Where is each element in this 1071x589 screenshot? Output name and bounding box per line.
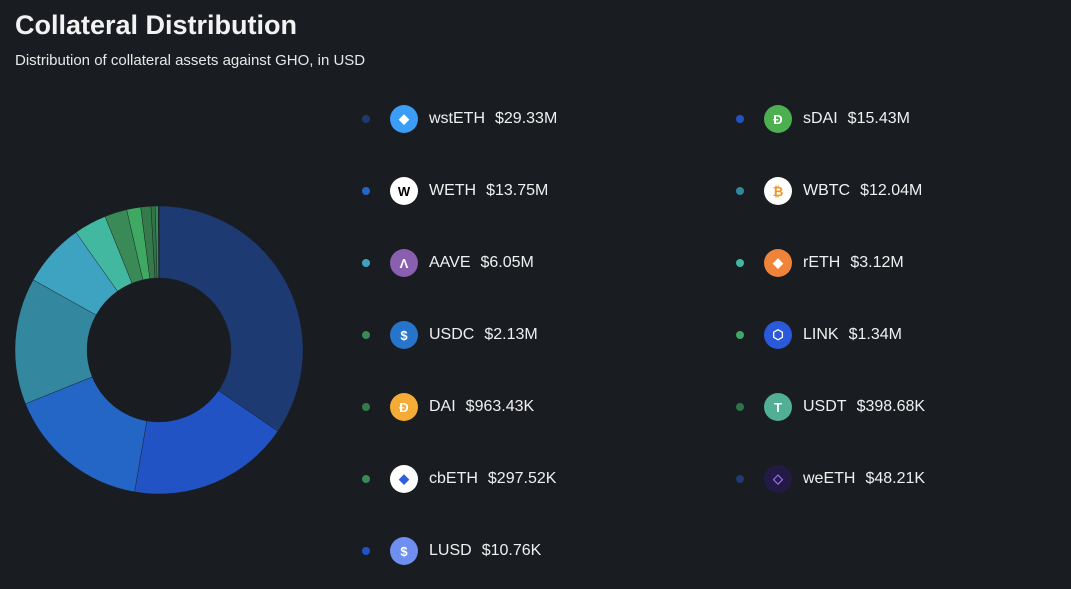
cbeth-icon: ◆ [390,465,418,493]
donut-chart [14,205,304,495]
legend-dot [736,259,744,267]
legend-item-aave[interactable]: Λ AAVE $6.05M [362,247,534,279]
reth-icon: ◆ [764,249,792,277]
legend-dot [362,115,370,123]
slice-sdai[interactable] [134,390,279,495]
lusd-icon: $ [390,537,418,565]
legend-value: $12.04M [860,182,923,199]
legend-dot [736,115,744,123]
legend-value: $3.12M [850,254,904,271]
weth-icon: W [390,177,418,205]
legend-dot [736,475,744,483]
legend-item-wbtc[interactable]: ₿ WBTC $12.04M [736,175,922,207]
legend-dot [362,475,370,483]
legend-item-usdt[interactable]: T USDT $398.68K [736,391,925,423]
legend-label: AAVE [429,254,471,271]
legend-value: $15.43M [847,110,910,127]
legend-label: WETH [429,182,477,199]
dai-icon: Đ [390,393,418,421]
legend-item-lusd[interactable]: $ LUSD $10.76K [362,535,541,567]
legend-label: wstETH [429,110,485,127]
aave-icon: Λ [390,249,418,277]
wbtc-icon: ₿ [764,177,792,205]
legend-value: $297.52K [487,470,557,487]
legend-label: USDC [429,326,475,343]
legend-item-weth[interactable]: W WETH $13.75M [362,175,548,207]
legend-value: $13.75M [486,182,549,199]
legend-label: DAI [429,398,456,415]
legend-item-reth[interactable]: ◆ rETH $3.12M [736,247,904,279]
legend-label: LUSD [429,542,472,559]
legend-value: $48.21K [865,470,926,487]
legend-dot [362,187,370,195]
weeth-icon: ◇ [764,465,792,493]
legend-dot [362,331,370,339]
legend-item-usdc[interactable]: $ USDC $2.13M [362,319,538,351]
legend-item-dai[interactable]: Đ DAI $963.43K [362,391,534,423]
legend-label: sDAI [803,110,838,127]
legend-dot [362,547,370,555]
legend-value: $2.13M [484,326,538,343]
legend-label: weETH [803,470,856,487]
legend-item-cbeth[interactable]: ◆ cbETH $297.52K [362,463,556,495]
link-icon: ⬡ [764,321,792,349]
legend-label: rETH [803,254,841,271]
legend-item-weeth[interactable]: ◇ weETH $48.21K [736,463,925,495]
legend-label: USDT [803,398,847,415]
legend-value: $29.33M [495,110,558,127]
usdc-icon: $ [390,321,418,349]
sdai-icon: Đ [764,105,792,133]
legend-item-link[interactable]: ⬡ LINK $1.34M [736,319,902,351]
legend-label: WBTC [803,182,851,199]
legend-label: LINK [803,326,839,343]
legend-value: $1.34M [848,326,902,343]
legend-item-wsteth[interactable]: ◆ wstETH $29.33M [362,103,557,135]
chart-title: Collateral Distribution [15,10,298,40]
legend-dot [362,259,370,267]
legend-value: $398.68K [856,398,926,415]
legend-dot [736,403,744,411]
usdt-icon: T [764,393,792,421]
legend-dot [736,331,744,339]
legend-value: $963.43K [465,398,535,415]
legend-value: $10.76K [481,542,542,559]
slice-wsteth[interactable] [158,205,304,432]
legend-label: cbETH [429,470,478,487]
legend-value: $6.05M [480,254,534,271]
legend-dot [736,187,744,195]
wsteth-icon: ◆ [390,105,418,133]
chart-subtitle: Distribution of collateral assets agains… [15,52,366,69]
legend-dot [362,403,370,411]
